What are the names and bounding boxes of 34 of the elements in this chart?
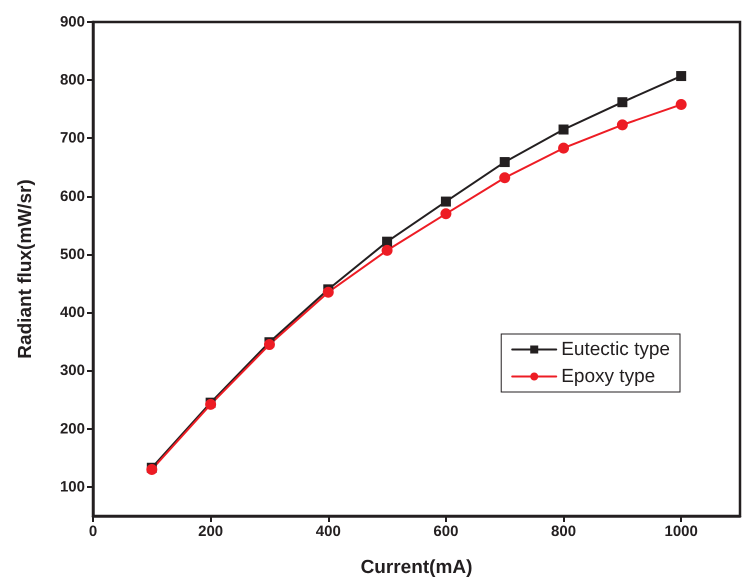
y-tick-label: 200 xyxy=(60,420,85,438)
point xyxy=(146,464,158,476)
legend-label: Epoxy type xyxy=(561,366,656,387)
point xyxy=(382,244,393,256)
legend-label: Eutectic type xyxy=(561,339,670,360)
y-tick-label: 500 xyxy=(60,246,85,263)
point xyxy=(500,157,510,168)
y-axis-title: Radiant flux(mW/sr) xyxy=(15,179,36,359)
point xyxy=(616,119,628,130)
x-tick-label: 0 xyxy=(88,523,98,540)
y-tick-label: 300 xyxy=(60,362,85,380)
point xyxy=(676,71,686,82)
y-tick-label: 700 xyxy=(60,130,85,147)
point xyxy=(499,172,510,184)
x-tick-label: 600 xyxy=(433,523,458,540)
x-tick-label: 200 xyxy=(198,523,224,540)
point xyxy=(440,196,451,207)
x-axis-title: Current(mA) xyxy=(360,557,472,578)
y-tick-label: 600 xyxy=(60,188,85,205)
y-tick-label: 900 xyxy=(60,14,85,30)
point xyxy=(440,208,452,220)
x-tick-label: 400 xyxy=(316,523,341,540)
y-tick-label: 100 xyxy=(60,478,85,496)
point xyxy=(382,236,392,247)
y-tick-label: 400 xyxy=(60,304,85,322)
point xyxy=(558,142,570,154)
point xyxy=(264,339,275,350)
x-tick-label: 1000 xyxy=(664,523,698,540)
point xyxy=(617,97,628,108)
point xyxy=(558,124,569,135)
y-tick-label: 800 xyxy=(60,72,85,89)
x-tick-label: 800 xyxy=(551,523,576,540)
point xyxy=(676,99,687,110)
point xyxy=(322,286,334,298)
